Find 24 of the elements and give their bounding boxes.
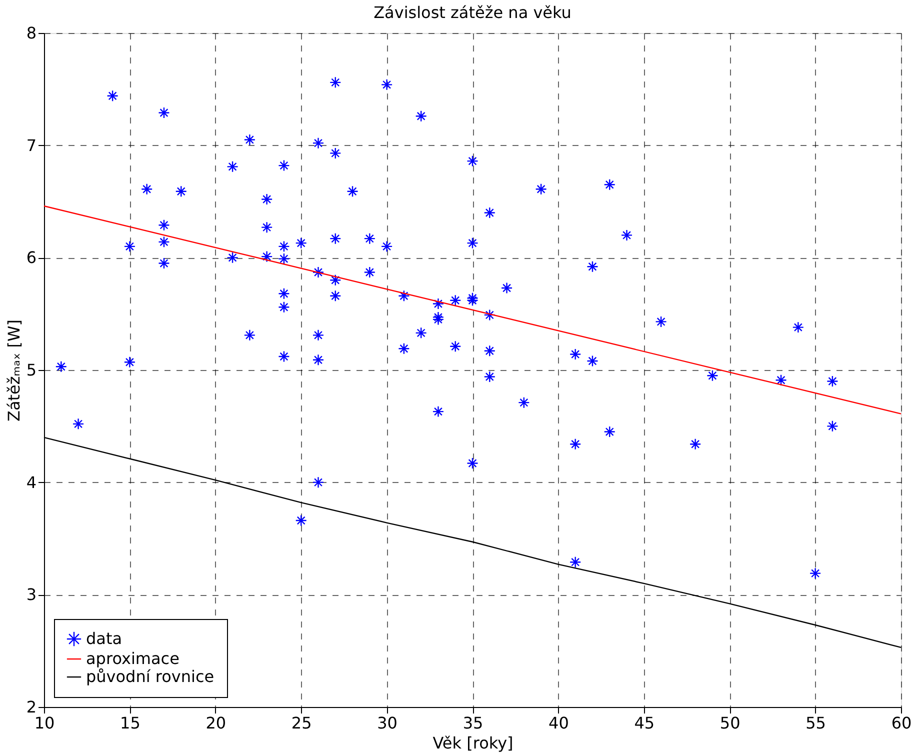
x-tick-label: 20 <box>206 714 226 732</box>
x-tick-label: 50 <box>720 714 740 732</box>
y-tick-label: 5 <box>26 360 36 380</box>
x-tick-label: 40 <box>548 714 569 732</box>
chart-title: Závislost zátěže na věku <box>374 3 572 22</box>
y-tick-label: 8 <box>26 24 36 42</box>
legend-label: původní rovnice <box>86 667 214 686</box>
y-tick-label: 2 <box>26 698 36 716</box>
x-tick-label: 45 <box>634 714 655 732</box>
x-tick-label: 25 <box>291 714 312 732</box>
y-tick-label: 7 <box>26 136 36 155</box>
x-tick-label: 30 <box>377 714 398 732</box>
y-axis-title: Zátěžₘₐₓ [W] <box>4 319 24 422</box>
y-tick-label: 6 <box>26 248 36 268</box>
y-tick-label: 3 <box>26 585 36 604</box>
x-tick-label: 35 <box>462 714 484 732</box>
x-tick-label: 10 <box>34 714 55 732</box>
y-tick-label: 4 <box>26 472 36 492</box>
legend-label: data <box>86 629 122 648</box>
legend-label: aproximace <box>86 649 180 668</box>
x-tick-label: 60 <box>891 714 912 732</box>
x-tick-label: 15 <box>120 714 140 732</box>
x-axis-title: Věk [roky] <box>432 734 514 752</box>
x-tick-label: 55 <box>806 714 826 732</box>
